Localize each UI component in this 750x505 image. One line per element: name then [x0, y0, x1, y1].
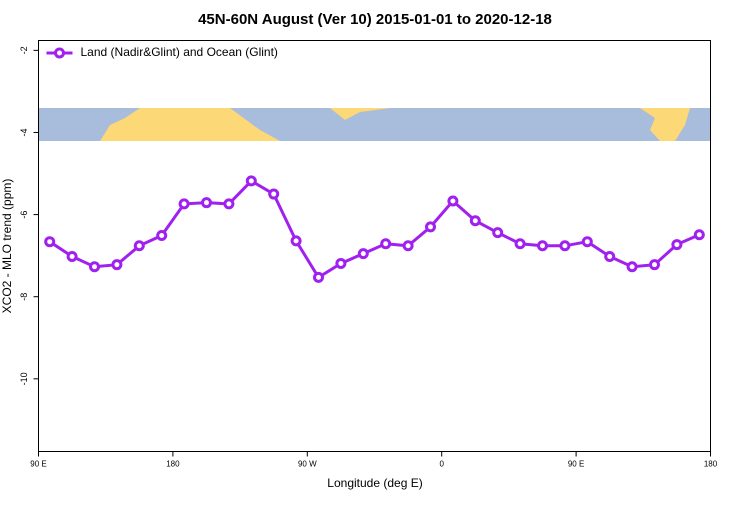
x-tick-label: 90 E	[568, 460, 584, 469]
y-tick-label: -10	[19, 372, 29, 385]
y-axis-label: XCO2 - MLO trend (ppm)	[0, 179, 14, 314]
data-point	[380, 238, 392, 250]
data-point	[492, 227, 504, 239]
x-axis-label: Longitude (deg E)	[327, 476, 422, 490]
x-tick-label: 180	[704, 460, 718, 469]
y-tick-label: -2	[19, 46, 29, 54]
y-tick-label: -8	[19, 293, 29, 301]
data-point	[581, 236, 593, 248]
data-point	[402, 240, 414, 252]
data-point	[626, 261, 638, 273]
data-point	[604, 250, 616, 262]
plot-frame	[38, 40, 711, 452]
data-point	[335, 257, 347, 269]
data-point	[693, 229, 705, 241]
data-point	[201, 197, 212, 209]
data-point	[425, 221, 436, 233]
x-tick-label: 0	[439, 460, 444, 469]
data-point	[514, 238, 526, 250]
data-point	[357, 248, 369, 260]
y-tick-label: -6	[19, 211, 29, 219]
x-tick-label: 90 E	[30, 460, 46, 469]
data-point	[156, 230, 168, 242]
chart-title: 45N-60N August (Ver 10) 2015-01-01 to 20…	[198, 11, 552, 28]
data-point	[178, 198, 190, 210]
data-point	[559, 240, 571, 252]
data-line	[48, 179, 700, 280]
data-point	[268, 188, 280, 200]
data-point	[245, 175, 257, 187]
data-point	[89, 261, 100, 273]
x-tick-label: 90 W	[298, 460, 317, 469]
data-point	[469, 215, 481, 227]
data-point	[223, 198, 235, 210]
data-point	[447, 195, 459, 207]
x-tick-label: 180	[166, 460, 180, 469]
data-point	[537, 240, 548, 252]
map-band	[39, 108, 710, 141]
data-point	[649, 259, 660, 271]
data-point	[111, 259, 123, 271]
legend-label: Land (Nadir&Glint) and Ocean (Glint)	[81, 45, 278, 59]
legend-marker	[54, 47, 65, 59]
data-point	[313, 271, 324, 283]
y-tick-label: -4	[19, 128, 29, 136]
data-point	[44, 236, 56, 248]
data-point	[671, 239, 683, 251]
data-point	[290, 235, 302, 247]
data-point	[133, 240, 145, 252]
data-point	[66, 250, 78, 262]
